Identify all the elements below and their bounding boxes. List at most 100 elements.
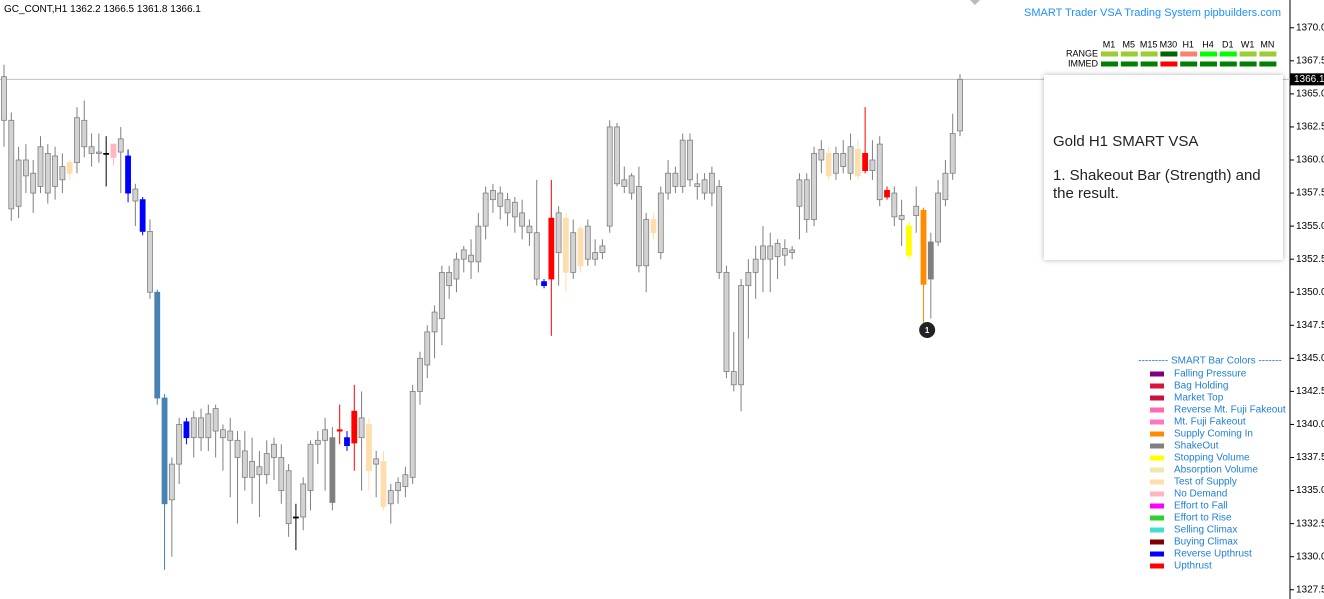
candle-body xyxy=(847,146,854,174)
y-tick-label: 1362.5 xyxy=(1296,122,1324,133)
candle-body xyxy=(95,151,102,154)
signal-cell xyxy=(1180,61,1198,67)
candle-body xyxy=(198,417,204,439)
candle-body xyxy=(906,225,912,256)
legend-swatch xyxy=(1150,515,1164,521)
candle-body xyxy=(504,199,511,214)
legend-swatch xyxy=(1150,479,1164,485)
symbol-header: GC_CONT,H1 1362.2 1366.5 1361.8 1366.1 xyxy=(4,4,201,15)
candle-body xyxy=(365,424,372,472)
signal-cell xyxy=(1259,61,1277,67)
candle-body xyxy=(300,483,307,518)
candle-body xyxy=(15,159,22,207)
timeframe-label: MN xyxy=(1260,39,1274,49)
candle-body xyxy=(117,138,124,153)
legend-swatch xyxy=(1150,491,1164,497)
note-box: Gold H1 SMART VSA 1. Shakeout Bar (Stren… xyxy=(1044,75,1283,260)
candle-body xyxy=(52,155,58,187)
candle-body xyxy=(227,430,234,441)
candle-body xyxy=(840,152,847,168)
legend-label: Buying Climax xyxy=(1174,537,1238,548)
legend-swatch xyxy=(1150,455,1164,461)
legend-swatch xyxy=(1150,503,1164,509)
timeframe-label: D1 xyxy=(1222,39,1234,49)
candle-body xyxy=(168,463,175,501)
legend-title: --------- SMART Bar Colors ------- xyxy=(1138,356,1282,367)
legend-label: Upthrust xyxy=(1174,561,1212,572)
candle-body xyxy=(774,242,781,257)
candle-body xyxy=(548,217,555,280)
legend-label: Effort to Fall xyxy=(1174,501,1228,512)
note-title: Gold H1 SMART VSA xyxy=(1053,133,1199,150)
candle-body xyxy=(314,439,321,445)
y-tick-label: 1345.0 xyxy=(1296,353,1324,364)
candle-body xyxy=(395,482,401,491)
legend-swatch xyxy=(1150,395,1164,401)
y-tick-label: 1352.5 xyxy=(1296,254,1324,265)
candle-body xyxy=(424,331,431,366)
candle-body xyxy=(475,225,482,263)
y-tick-label: 1327.5 xyxy=(1296,584,1324,595)
candle-body xyxy=(592,252,599,260)
candle-body xyxy=(577,228,584,267)
y-tick-label: 1355.0 xyxy=(1296,221,1324,232)
signal-cell xyxy=(1239,51,1257,57)
candle-body xyxy=(854,149,861,177)
candle-body xyxy=(351,410,358,444)
candle-body xyxy=(511,201,518,218)
candle-body xyxy=(132,188,139,202)
candle-body xyxy=(358,417,365,439)
candle-body xyxy=(103,152,110,155)
candle-body xyxy=(708,172,715,194)
candle-body xyxy=(417,357,423,392)
candle-body xyxy=(307,443,314,491)
legend-label: Bag Holding xyxy=(1174,381,1228,392)
candle-body xyxy=(884,190,890,198)
candle-body xyxy=(767,245,774,260)
candle-body xyxy=(8,119,15,210)
candle-body xyxy=(81,119,88,148)
candle-body xyxy=(154,291,161,399)
legend-label: ShakeOut xyxy=(1174,441,1219,452)
candle-body xyxy=(409,390,416,478)
legend-swatch xyxy=(1150,371,1164,377)
candle-body xyxy=(278,457,285,491)
candle-body xyxy=(752,258,759,273)
candle-body xyxy=(380,461,387,507)
candle-body xyxy=(876,143,883,201)
timeframe-label: M1 xyxy=(1103,39,1116,49)
candle-body xyxy=(701,179,708,194)
timeframe-label: M5 xyxy=(1123,39,1136,49)
candle-body xyxy=(256,466,263,476)
candle-body xyxy=(920,209,927,285)
signal-cell xyxy=(1200,61,1217,67)
candle-body xyxy=(614,126,620,185)
candle-body xyxy=(723,271,730,372)
candle-body xyxy=(344,437,350,447)
candle-body xyxy=(862,152,869,171)
y-tick-label: 1330.0 xyxy=(1296,551,1324,562)
candle-body xyxy=(628,175,635,194)
candle-body xyxy=(139,199,146,232)
candle-body xyxy=(241,450,248,478)
candle-body xyxy=(621,179,628,187)
timeframe-label: M15 xyxy=(1140,39,1158,49)
candle-body xyxy=(402,474,409,488)
legend-label: Test of Supply xyxy=(1174,477,1237,488)
last-price-label: 1366.1 xyxy=(1294,74,1324,85)
legend-label: Market Top xyxy=(1174,393,1224,404)
candle-body xyxy=(30,172,37,194)
timeframe-label: W1 xyxy=(1241,39,1255,49)
candle-body xyxy=(935,192,942,243)
annotation-marker xyxy=(919,322,936,338)
candle-body xyxy=(898,215,905,220)
signal-cell xyxy=(1180,51,1198,57)
candle-body xyxy=(606,126,613,227)
legend-swatch xyxy=(1150,383,1164,389)
symbol: GC_CONT,H1 xyxy=(4,4,68,15)
candle-body xyxy=(271,443,277,458)
signal-cell xyxy=(1160,61,1178,67)
candle-body xyxy=(431,311,438,333)
note-text: 1. Shakeout Bar (Strength) and the resul… xyxy=(1053,167,1261,202)
